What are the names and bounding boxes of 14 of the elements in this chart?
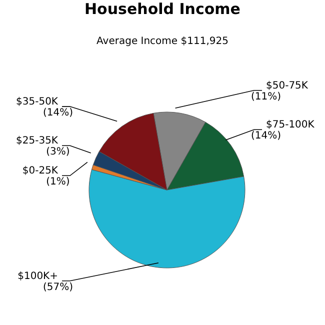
data-label: (14%) — [42, 108, 74, 119]
data-label: (57%) — [42, 282, 74, 293]
data-label: (1%) — [46, 176, 70, 188]
slice-label: $35-50K — [16, 96, 58, 108]
chart-title: Household Income — [84, 0, 242, 18]
data-label: (11%) — [250, 91, 282, 102]
slice-label: $100K+ — [18, 270, 58, 282]
data-label: (3%) — [46, 146, 70, 158]
slice-label: $50-75K — [266, 80, 308, 92]
chart-subtitle: Average Income $111,925 — [96, 36, 230, 47]
data-label: (14%) — [250, 130, 282, 142]
slice-label: $0-25K — [22, 166, 58, 177]
slice-label: $75-100K — [266, 120, 315, 131]
slice-label: $25-35K — [16, 136, 58, 147]
